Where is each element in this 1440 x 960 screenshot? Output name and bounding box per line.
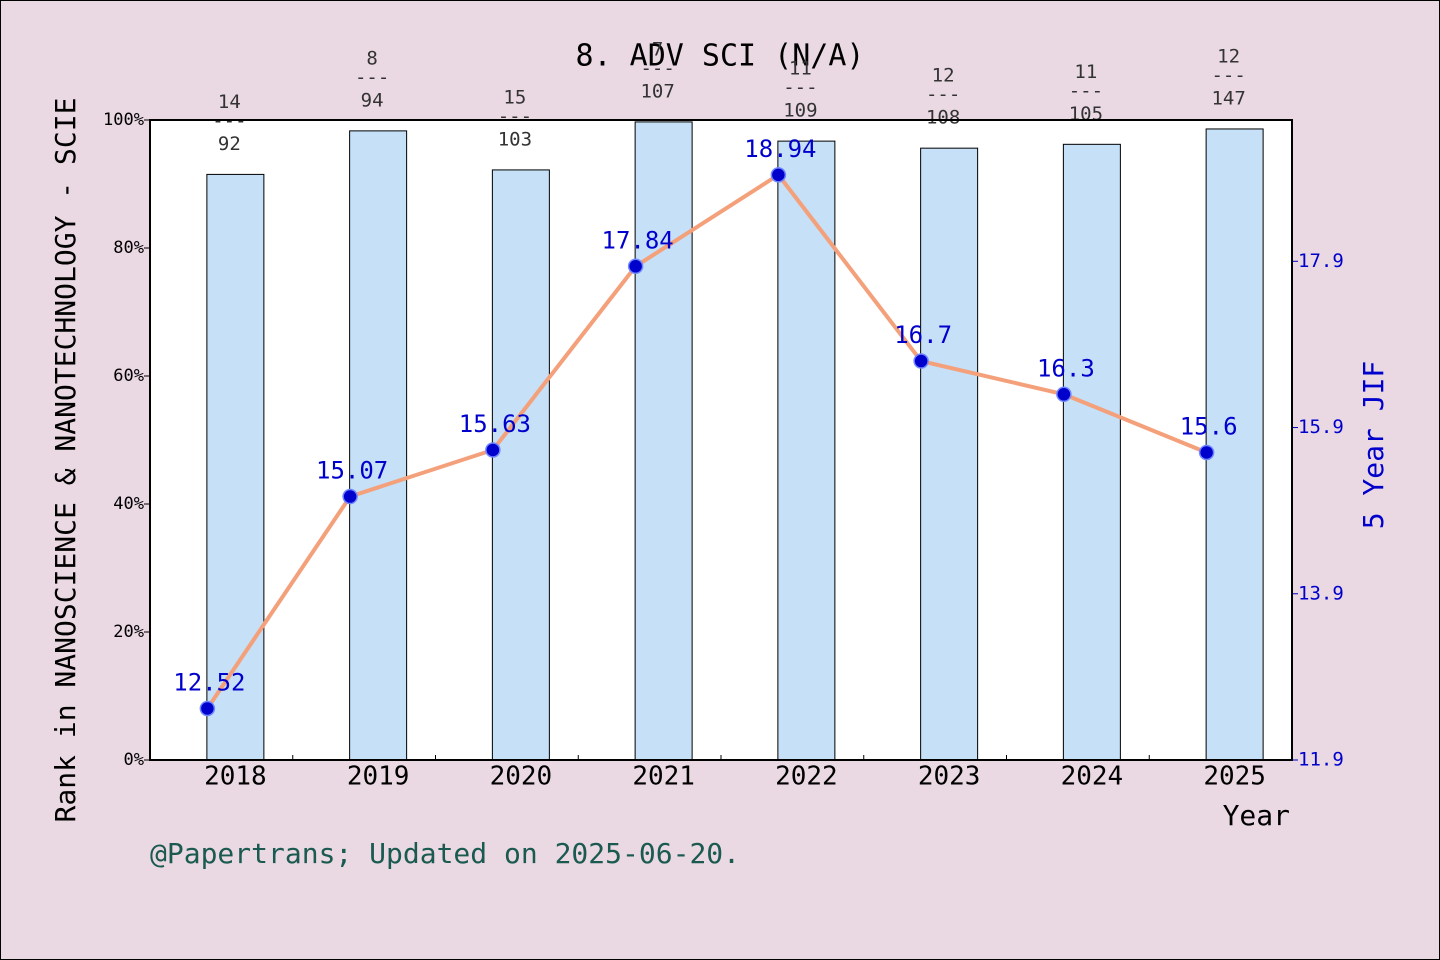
bar — [1062, 143, 1121, 761]
y2-tick-label: 11.9 — [1298, 749, 1344, 771]
rank-annotation: 11 — [789, 58, 812, 80]
jif-point — [627, 258, 644, 275]
jif-point — [770, 167, 787, 183]
rank-annotation: 15 — [503, 86, 526, 108]
rank-annotation: 12 — [1217, 45, 1240, 67]
jif-point — [1198, 444, 1215, 461]
jif-point — [342, 488, 358, 505]
x-tick-label: 2025 — [1203, 762, 1266, 792]
x-tick-label: 2019 — [347, 762, 410, 792]
jif-value-label: 18.94 — [744, 135, 816, 163]
y-tick-label: 60% — [113, 366, 144, 386]
rank-annotation: 107 — [640, 80, 674, 102]
rank-annotation: 108 — [926, 107, 960, 129]
x-tick-label: 2023 — [918, 762, 981, 792]
x-axis-label: Year — [1223, 799, 1290, 832]
jif-point — [485, 442, 501, 458]
y-tick-label: 20% — [113, 622, 144, 642]
rank-annotation: 12 — [932, 65, 955, 87]
jif-point — [199, 700, 216, 717]
bar — [634, 121, 693, 761]
bar — [1205, 128, 1264, 761]
y-axis-label: Rank in NANOSCIENCE & NANOTECHNOLOGY - S… — [49, 98, 82, 823]
x-tick-label: 2020 — [490, 762, 553, 792]
y-tick-label: 0% — [124, 750, 144, 770]
rank-annotation: 103 — [498, 128, 532, 150]
rank-annotation: 147 — [1211, 87, 1245, 109]
rank-annotation: 94 — [361, 89, 384, 111]
bar — [491, 169, 550, 761]
rank-annotation: 105 — [1069, 103, 1103, 125]
bar — [920, 147, 979, 761]
jif-value-label: 16.7 — [894, 321, 952, 349]
x-tick-label: 2018 — [204, 762, 267, 792]
jif-line — [205, 172, 1208, 710]
chart-title: 8. ADV SCI (N/A) — [576, 39, 865, 74]
jif-value-label: 12.52 — [173, 668, 245, 696]
rank-annotation: 109 — [783, 100, 817, 122]
rank-annotation: --- — [1069, 80, 1103, 102]
plot-frame — [149, 119, 1293, 761]
rank-annotation: 11 — [1074, 61, 1097, 83]
rank-annotation: --- — [498, 105, 532, 127]
footer: @Papertrans; Updated on 2025-06-20. — [150, 837, 740, 870]
y2-tick-label: 17.9 — [1298, 250, 1344, 272]
x-tick-label: 2021 — [632, 762, 695, 792]
jif-value-label: 15.63 — [459, 410, 531, 438]
rank-annotation: --- — [640, 57, 674, 79]
y2-tick-label: 13.9 — [1298, 582, 1344, 604]
rank-annotation: --- — [783, 77, 817, 99]
x-tick-label: 2022 — [775, 762, 838, 792]
rank-annotation: 8 — [366, 47, 377, 69]
rank-annotation: 14 — [218, 91, 241, 113]
y2-tick-label: 15.9 — [1298, 416, 1344, 438]
rank-annotation: 7 — [652, 38, 663, 60]
y-tick-label: 40% — [113, 494, 144, 514]
jif-value-label: 15.07 — [316, 457, 388, 485]
rank-annotation: --- — [1211, 64, 1245, 86]
y2-axis-label: 5 Year JIF — [1357, 361, 1390, 530]
rank-annotation: 92 — [218, 133, 241, 155]
jif-point — [1056, 386, 1072, 403]
jif-value-label: 17.84 — [602, 226, 674, 254]
rank-annotation: --- — [355, 66, 389, 88]
bar — [349, 130, 408, 761]
jif-value-label: 15.6 — [1180, 412, 1238, 440]
y-tick-label: 100% — [103, 110, 144, 130]
jif-value-label: 16.3 — [1037, 354, 1095, 382]
y-tick-label: 80% — [113, 238, 144, 258]
rank-annotation: --- — [926, 84, 960, 106]
jif-point — [913, 353, 929, 369]
bar — [206, 173, 265, 761]
bar — [777, 140, 836, 761]
x-tick-label: 2024 — [1061, 762, 1124, 792]
